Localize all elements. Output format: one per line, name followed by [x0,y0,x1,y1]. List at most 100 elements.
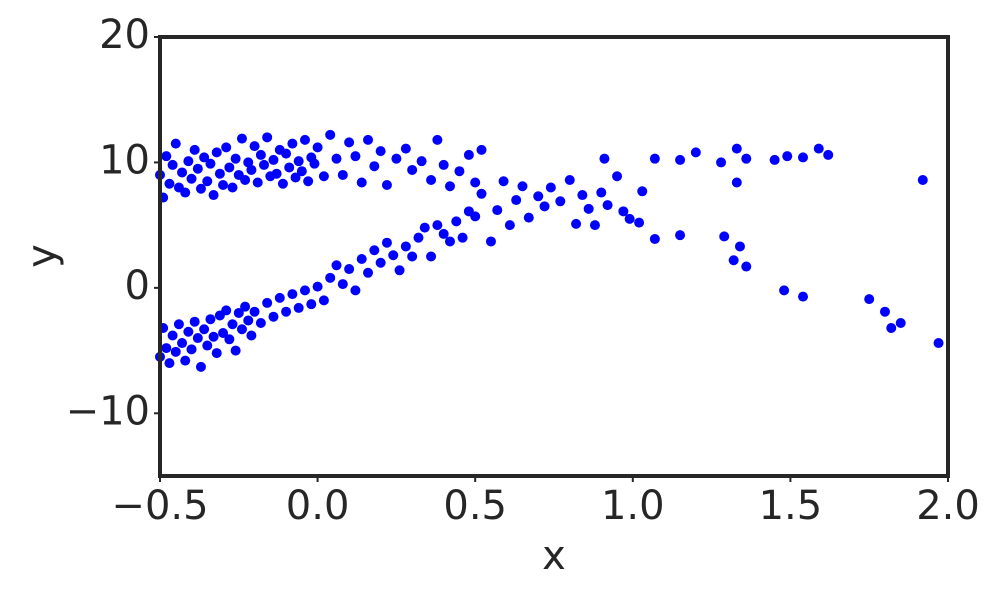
points [155,129,944,372]
point [255,317,266,328]
x-tick-label: 1.0 [601,483,665,529]
point [240,174,251,185]
point [331,260,342,271]
point [381,237,392,248]
point [287,289,298,300]
point [192,333,203,344]
point [583,203,594,214]
point [690,147,701,158]
x-tick-label: 2.0 [916,483,980,529]
y-tick-label: 10 [99,137,150,183]
point [492,205,503,216]
point [161,151,172,162]
point [716,157,727,168]
point [249,306,260,317]
point [416,156,427,167]
point [485,236,496,247]
point [649,153,660,164]
point [230,345,241,356]
point [337,169,348,180]
y-tick-label: −10 [66,388,150,434]
point [779,285,790,296]
point [375,146,386,157]
point [577,190,588,201]
point [539,201,550,212]
point [183,156,194,167]
point [344,264,355,275]
point [233,307,244,318]
point [511,195,522,206]
point [284,162,295,173]
point [356,254,367,265]
point [675,230,686,241]
point [164,178,175,189]
point [186,173,197,184]
point [259,159,270,170]
point [205,158,216,169]
point [236,133,247,144]
y-tick-label: 20 [99,12,150,58]
point [277,178,288,189]
point [823,149,834,160]
point [369,161,380,172]
point [224,334,235,345]
x-axis-label: x [542,533,566,579]
point [167,159,178,170]
point [555,196,566,207]
point [180,355,191,366]
point [211,147,222,158]
point [309,158,320,169]
point [432,134,443,145]
y-axis-label: y [19,244,65,268]
point [407,164,418,175]
point [303,176,314,187]
point [596,187,607,198]
point [293,302,304,313]
point [457,232,468,243]
point [369,245,380,256]
point [533,191,544,202]
point [186,344,197,355]
point [325,129,336,140]
point [243,157,254,168]
point [189,316,200,327]
point [618,206,629,217]
point [227,319,238,330]
point [413,232,424,243]
point [195,183,206,194]
point [363,267,374,278]
point [498,176,509,187]
point [470,177,481,188]
point [375,257,386,268]
point [240,301,251,312]
point [246,330,257,341]
x-tick-label: 1.5 [759,483,823,529]
point [318,171,329,182]
point [337,279,348,290]
x-tick-label: 0.0 [286,483,350,529]
point [262,132,273,143]
point [205,314,216,325]
point [192,163,203,174]
point [545,182,556,193]
point [170,138,181,149]
point [221,142,232,153]
point [363,134,374,145]
point [177,338,188,349]
point [523,212,534,223]
point [731,177,742,188]
point [246,164,257,175]
point [571,218,582,229]
point [741,153,752,164]
point [271,168,282,179]
point [287,138,298,149]
x-tick-label: −0.5 [111,483,208,529]
point [214,168,225,179]
point [211,348,222,359]
point [318,295,329,306]
point [224,162,235,173]
point [274,292,285,303]
point [161,343,172,354]
point [350,285,361,296]
